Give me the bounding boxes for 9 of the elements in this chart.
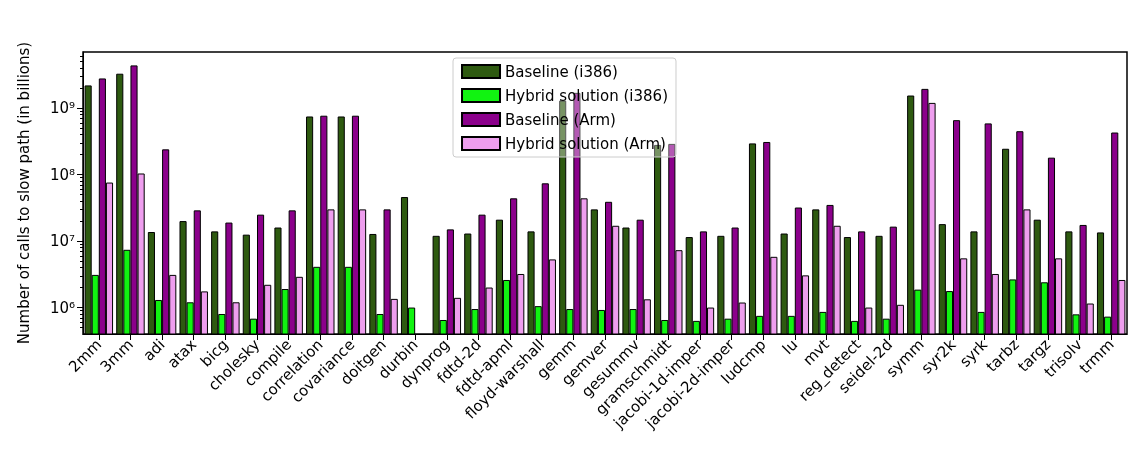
x-tick-label: lu	[778, 335, 802, 359]
legend-label: Hybrid solution (i386)	[505, 86, 668, 105]
legend-label: Baseline (i386)	[505, 62, 618, 81]
y-axis-title: Number of calls to slow path (in billions)	[14, 41, 33, 345]
y-tick-label: 10⁶	[49, 298, 75, 317]
y-tick-label: 10⁹	[49, 99, 75, 118]
x-tick-label: adi	[139, 335, 169, 365]
y-tick-label: 10⁸	[49, 165, 75, 184]
y-tick-label: 10⁷	[49, 232, 75, 251]
